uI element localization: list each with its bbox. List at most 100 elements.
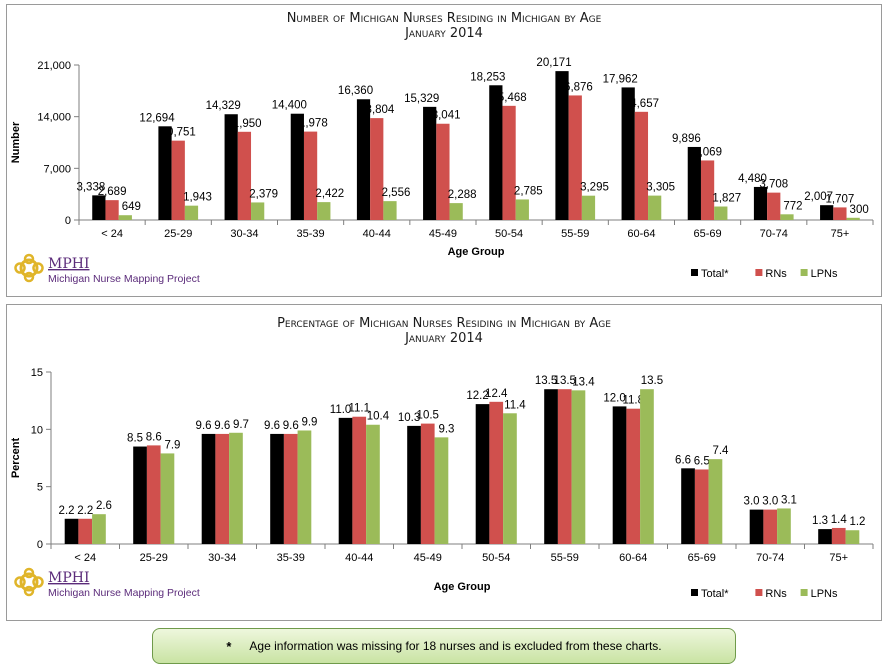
bar-total bbox=[544, 389, 558, 544]
chart-subtitle: January 2014 bbox=[404, 331, 483, 346]
data-label: 8.6 bbox=[146, 431, 162, 443]
bar-rns bbox=[767, 192, 781, 220]
data-label: 7.9 bbox=[164, 439, 180, 451]
y-tick-label: 10 bbox=[31, 424, 43, 436]
knot-loop-right bbox=[32, 576, 44, 588]
legend-swatch bbox=[691, 589, 698, 596]
x-tick-label: 55-59 bbox=[561, 228, 589, 240]
logo-caption: Michigan Nurse Mapping Project bbox=[48, 587, 200, 599]
logo-brand: MPHI bbox=[48, 256, 90, 272]
data-label: 9.6 bbox=[196, 420, 212, 432]
data-label: 7.4 bbox=[712, 445, 729, 457]
bar-rns bbox=[370, 118, 384, 220]
x-tick-label: 30-34 bbox=[208, 552, 236, 564]
bar-rns bbox=[568, 95, 582, 220]
footnote-text: Age information was missing for 18 nurse… bbox=[249, 639, 662, 653]
bar-rns bbox=[436, 123, 450, 220]
bar-total bbox=[489, 85, 503, 220]
x-tick-label: 35-39 bbox=[297, 228, 325, 240]
bar-rns bbox=[626, 408, 641, 544]
bar-total bbox=[407, 425, 421, 544]
data-label: 13.5 bbox=[641, 375, 663, 387]
legend-swatch bbox=[691, 269, 698, 276]
mphi-knot-icon bbox=[14, 253, 44, 283]
x-tick-label: 65-69 bbox=[688, 552, 716, 564]
bar-total bbox=[749, 509, 764, 544]
x-tick-label: < 24 bbox=[74, 552, 96, 564]
bar-total bbox=[687, 146, 701, 220]
x-tick-label: 70-74 bbox=[760, 228, 788, 240]
bar-lpns bbox=[184, 205, 199, 220]
bar-lpns bbox=[251, 202, 265, 220]
chart-subtitle: January 2014 bbox=[404, 26, 483, 41]
chart-panel-number: Number of Michigan Nurses Residing in Mi… bbox=[6, 4, 882, 297]
data-label: 11.8 bbox=[622, 395, 644, 407]
data-label: 8.5 bbox=[127, 433, 143, 445]
bar-lpns bbox=[118, 215, 132, 220]
x-tick-label: 45-49 bbox=[429, 228, 457, 240]
data-label: 13.4 bbox=[572, 376, 595, 388]
data-label: 3.0 bbox=[744, 496, 760, 508]
bar-lpns bbox=[229, 432, 243, 544]
legend-label: LPNs bbox=[811, 588, 838, 600]
y-tick-label: 0 bbox=[37, 539, 43, 551]
data-label: 1,827 bbox=[712, 193, 741, 205]
data-label: 1.4 bbox=[831, 514, 848, 526]
bar-rns bbox=[237, 131, 252, 220]
bar-total bbox=[92, 195, 106, 220]
bar-total bbox=[621, 87, 635, 220]
legend-label: Total* bbox=[701, 268, 729, 280]
x-tick-label: 50-54 bbox=[482, 552, 510, 564]
x-tick-label: 35-39 bbox=[277, 552, 305, 564]
bar-lpns bbox=[449, 203, 463, 220]
bar-lpns bbox=[845, 530, 860, 544]
bar-rns bbox=[283, 433, 298, 544]
bar-lpns bbox=[640, 389, 654, 544]
data-label: 3,338 bbox=[76, 181, 105, 193]
x-tick-label: 30-34 bbox=[230, 228, 258, 240]
x-axis-title: Age Group bbox=[448, 246, 505, 258]
legend-label: RNs bbox=[765, 588, 787, 600]
bar-lpns bbox=[581, 195, 596, 220]
legend-label: LPNs bbox=[811, 268, 838, 280]
data-label: 2,007 bbox=[804, 191, 833, 203]
data-label: 11.4 bbox=[504, 399, 526, 411]
data-label: 15,329 bbox=[404, 93, 439, 105]
data-label: 12,694 bbox=[139, 112, 175, 124]
data-label: 10.3 bbox=[398, 412, 420, 424]
data-label: 10,751 bbox=[161, 127, 196, 139]
legend-label: RNs bbox=[765, 268, 787, 280]
x-tick-label: 60-64 bbox=[619, 552, 647, 564]
bar-rns bbox=[303, 131, 318, 220]
bar-lpns bbox=[160, 453, 175, 544]
data-label: 6.6 bbox=[675, 454, 691, 466]
knot-loop-center bbox=[19, 572, 39, 592]
data-label: 649 bbox=[122, 201, 141, 213]
bar-rns bbox=[215, 433, 230, 544]
data-label: 9.6 bbox=[214, 420, 230, 432]
bar-rns bbox=[831, 527, 846, 544]
bar-total bbox=[201, 433, 216, 544]
bar-rns bbox=[557, 389, 572, 544]
data-label: 3,708 bbox=[759, 179, 788, 191]
data-label: 16,360 bbox=[338, 85, 373, 97]
bar-rns bbox=[105, 200, 119, 220]
y-tick-label: 5 bbox=[37, 482, 43, 494]
chart-title: Percentage of Michigan Nurses Residing i… bbox=[277, 316, 611, 331]
footnote-marker: * bbox=[226, 638, 232, 654]
data-label: 9.7 bbox=[233, 419, 249, 431]
bar-rns bbox=[694, 469, 709, 544]
bar-lpns bbox=[503, 413, 517, 544]
bar-rns bbox=[634, 111, 649, 220]
bar-total bbox=[475, 404, 490, 544]
bar-rns bbox=[78, 518, 93, 544]
legend-label: Total* bbox=[701, 588, 729, 600]
percentage-chart: Percentage of Michigan Nurses Residing i… bbox=[10, 316, 874, 600]
bar-lpns bbox=[714, 206, 728, 220]
data-label: 15,468 bbox=[491, 92, 526, 104]
data-label: 3,295 bbox=[580, 182, 609, 194]
bar-total bbox=[338, 417, 353, 544]
bar-lpns bbox=[708, 459, 723, 544]
data-label: 14,400 bbox=[272, 100, 307, 112]
